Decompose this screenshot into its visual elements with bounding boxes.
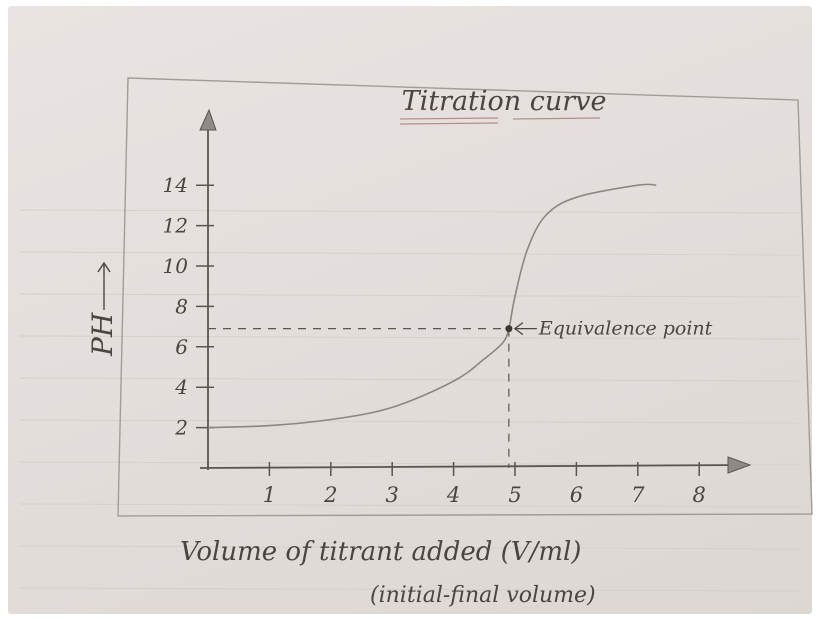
y-tick-label: 8 [175,294,188,318]
x-tick-label: 8 [693,483,706,507]
y-label-arrow-head [97,261,111,273]
annotation-arrow-head [513,322,524,336]
ruled-line [19,461,801,466]
y-tick-label: 6 [175,335,188,359]
equivalence-guides [208,328,510,468]
ruled-line [19,335,801,340]
paper-ruled-lines [19,209,801,592]
y-axis-ticks: 2 4 6 8 10 12 14 [163,173,214,440]
x-tick-label: 3 [386,483,399,507]
title-underline [512,117,601,120]
annotation-label: Equivalence point [538,318,713,340]
title-underline [399,117,499,120]
x-tick-label: 4 [446,483,460,507]
ruled-line [19,251,801,256]
y-tick-label: 14 [163,173,188,197]
ruled-line [19,419,801,424]
y-tick-label: 2 [174,416,188,440]
y-tick-label: 10 [163,254,189,278]
paper-sheet [8,6,812,614]
ruled-line [19,545,801,550]
titration-curve-line [207,183,657,429]
x-tick-label: 6 [570,483,583,507]
x-axis-ticks: 1 2 3 4 5 6 7 8 [263,462,706,507]
ruled-line [19,377,801,382]
title-underline [399,122,499,125]
ruled-line [19,587,801,592]
ruled-line [19,209,801,214]
x-axis-label: Volume of titrant added (V/ml) [180,537,581,567]
x-tick-label: 1 [263,483,276,507]
x-axis-label-note: (initial-final volume) [370,583,596,608]
y-tick-label: 4 [174,375,188,399]
x-axis-arrow [727,456,752,474]
x-tick-label: 7 [631,483,645,507]
ruled-line [19,503,801,508]
x-tick-label: 5 [508,483,521,507]
y-tick-label: 12 [163,214,188,238]
chart-frame [117,77,813,517]
chart-title: Titration curve [402,86,607,117]
x-tick-label: 2 [323,483,337,507]
y-axis-arrow [199,108,217,131]
y-axis-label-group: PH [86,261,119,357]
y-axis-label: PH [86,312,119,357]
x-axis [199,464,746,469]
ruled-line [19,293,801,298]
equivalence-point-marker [505,325,513,333]
equivalence-point-annotation: Equivalence point [513,318,713,340]
